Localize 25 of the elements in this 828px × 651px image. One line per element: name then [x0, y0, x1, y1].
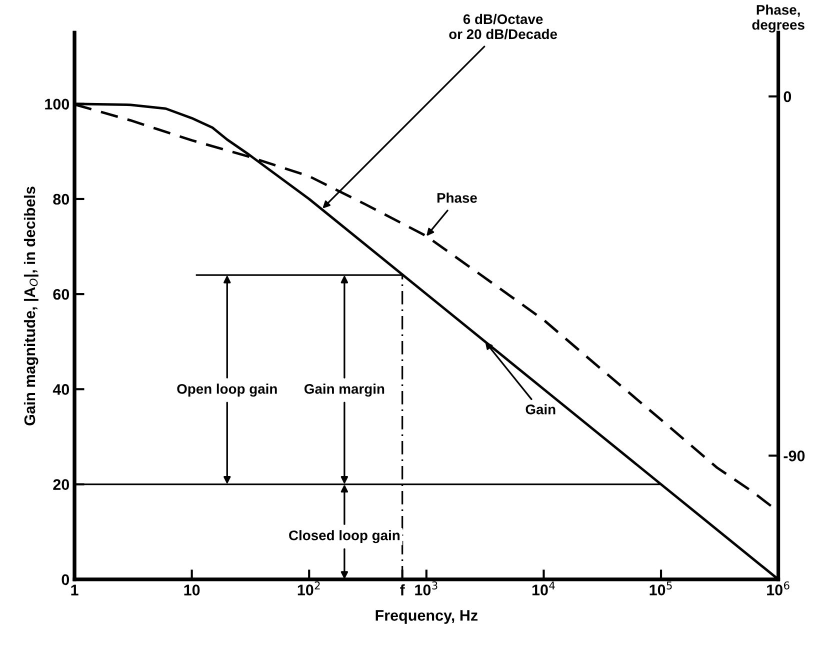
x-tick-label: f: [400, 584, 405, 596]
text: Phase: [437, 192, 477, 203]
x-tick-label: 10$^{6}$: [767, 581, 790, 596]
y2-tick-label: -90: [784, 450, 805, 462]
x-tick-label: 10$^{5}$: [650, 582, 672, 596]
x-tick-label: 10: [184, 584, 200, 596]
x-tick-label: 10$^{4}$: [532, 582, 555, 596]
y2-axis-title: Phase, degrees: [752, 4, 804, 33]
annotation: Open loop gain: [177, 384, 277, 397]
x-tick-label: 1: [71, 584, 78, 596]
y2-tick-label: 0: [784, 91, 792, 102]
y-axis-title: Gain magnitude, |A$_{O}$|, in decibels: [24, 186, 38, 426]
y-tick-label: 0: [62, 574, 70, 586]
x-axis-title: Frequency, Hz: [376, 610, 478, 624]
y-tick-label: 80: [53, 194, 70, 205]
y-tick-label: 20: [53, 479, 70, 490]
series-label: Gain: [526, 404, 556, 414]
y-tick-label: 100: [45, 98, 70, 110]
y-tick-label: 60: [53, 288, 70, 300]
x-tick-label: 10$^{2}$: [298, 581, 320, 596]
annotation: Gain margin: [304, 384, 384, 397]
annotation: 6 dB/Octave or 20 dB/Decade: [449, 14, 557, 40]
y-tick-label: 40: [52, 384, 70, 395]
annotation: Closed loop gain: [289, 530, 400, 544]
x-tick-label: 10$^{3}$: [415, 581, 438, 596]
